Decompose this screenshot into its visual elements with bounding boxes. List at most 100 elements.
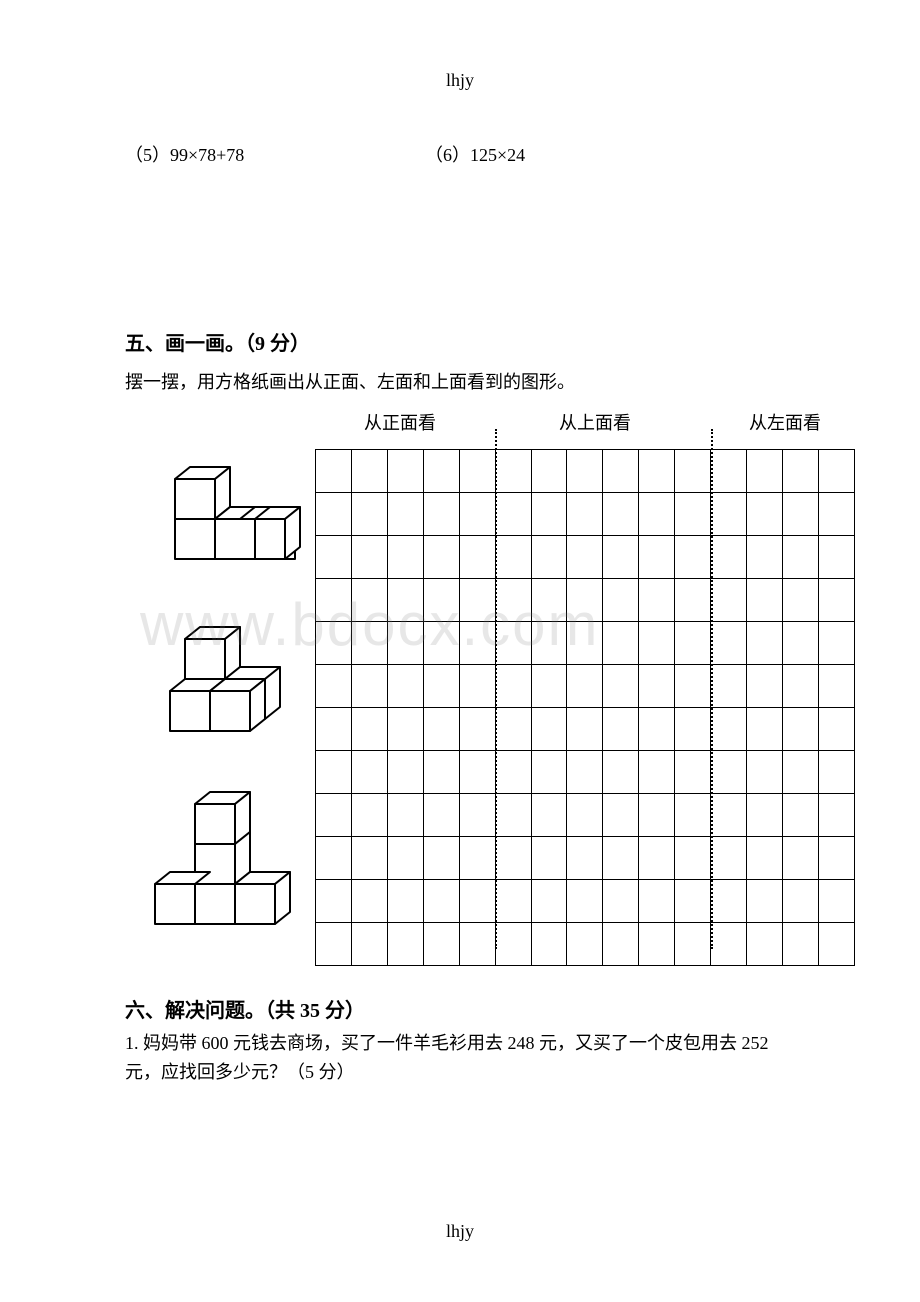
grid-cell bbox=[675, 622, 711, 665]
grid-cell bbox=[603, 536, 639, 579]
grid-cell bbox=[316, 493, 352, 536]
problems-row: （5）99×78+78 （6）125×24 bbox=[125, 141, 795, 167]
grid-cell bbox=[782, 708, 818, 751]
grid-cell bbox=[495, 622, 531, 665]
grid-cell bbox=[747, 665, 783, 708]
grid-cell bbox=[711, 880, 747, 923]
grid-cell bbox=[675, 450, 711, 493]
grid-cell bbox=[567, 536, 603, 579]
grid-cell bbox=[495, 450, 531, 493]
grid-cell bbox=[711, 708, 747, 751]
grid-cell bbox=[423, 880, 459, 923]
answer-grid bbox=[315, 449, 855, 929]
grid-divider-1 bbox=[495, 429, 497, 949]
grid-cell bbox=[316, 450, 352, 493]
grid-cell bbox=[459, 708, 495, 751]
grid-cell bbox=[567, 708, 603, 751]
grid-cell bbox=[459, 923, 495, 966]
grid-cell bbox=[567, 880, 603, 923]
grid-cell bbox=[459, 751, 495, 794]
grid-cell bbox=[711, 450, 747, 493]
grid-cell bbox=[316, 708, 352, 751]
grid-cell bbox=[459, 665, 495, 708]
grid-cell bbox=[639, 579, 675, 622]
grid-cell bbox=[531, 794, 567, 837]
grid-cell bbox=[711, 622, 747, 665]
grid-cell bbox=[387, 794, 423, 837]
grid-cell bbox=[351, 923, 387, 966]
grid-cell bbox=[675, 579, 711, 622]
grid-cell bbox=[603, 579, 639, 622]
grid-cell bbox=[711, 837, 747, 880]
cubes-column bbox=[145, 449, 315, 964]
cube-shape-2 bbox=[145, 609, 305, 769]
grid-cell bbox=[603, 794, 639, 837]
grid-cell bbox=[782, 665, 818, 708]
grid-cell bbox=[603, 923, 639, 966]
grid-cell bbox=[316, 622, 352, 665]
cube-shape-1 bbox=[145, 449, 305, 599]
grid-cell bbox=[639, 665, 675, 708]
grid-cell bbox=[316, 794, 352, 837]
grid-cell bbox=[531, 665, 567, 708]
grid-cell bbox=[603, 880, 639, 923]
grid-cell bbox=[782, 923, 818, 966]
grid-cell bbox=[639, 708, 675, 751]
grid-cell bbox=[818, 579, 854, 622]
grid-cell bbox=[747, 450, 783, 493]
grid-cell bbox=[711, 794, 747, 837]
grid-cell bbox=[782, 794, 818, 837]
grid-cell bbox=[531, 751, 567, 794]
grid-cell bbox=[423, 579, 459, 622]
page-header: lhjy bbox=[125, 70, 795, 91]
grid-cell bbox=[782, 493, 818, 536]
grid-cell bbox=[675, 665, 711, 708]
grid-cell bbox=[316, 880, 352, 923]
grid-cell bbox=[316, 837, 352, 880]
grid-cell bbox=[639, 880, 675, 923]
grid-cell bbox=[351, 880, 387, 923]
grid-cell bbox=[351, 622, 387, 665]
grid-cell bbox=[603, 493, 639, 536]
grid-cell bbox=[316, 536, 352, 579]
grid-cell bbox=[782, 450, 818, 493]
grid-cell bbox=[531, 837, 567, 880]
grid-cell bbox=[567, 579, 603, 622]
grid-cell bbox=[495, 579, 531, 622]
grid-cell bbox=[531, 923, 567, 966]
grid-cell bbox=[675, 880, 711, 923]
grid-cell bbox=[603, 665, 639, 708]
grid-cell bbox=[423, 923, 459, 966]
grid-cell bbox=[316, 579, 352, 622]
grid-cell bbox=[747, 923, 783, 966]
grid-cell bbox=[639, 794, 675, 837]
grid-cell bbox=[818, 923, 854, 966]
grid-cell bbox=[782, 837, 818, 880]
grid-cell bbox=[639, 923, 675, 966]
grid-cell bbox=[531, 708, 567, 751]
grid-cell bbox=[747, 536, 783, 579]
grid-cell bbox=[639, 536, 675, 579]
grid-cell bbox=[459, 794, 495, 837]
grid-cell bbox=[459, 880, 495, 923]
grid-cell bbox=[459, 622, 495, 665]
grid-cell bbox=[495, 665, 531, 708]
grid-cell bbox=[459, 837, 495, 880]
grid-cell bbox=[675, 837, 711, 880]
grid-cell bbox=[818, 880, 854, 923]
grid-divider-2 bbox=[711, 429, 713, 949]
grid-cell bbox=[675, 923, 711, 966]
grid-cell bbox=[818, 450, 854, 493]
grid-cell bbox=[818, 665, 854, 708]
label-front-view: 从正面看 bbox=[315, 409, 485, 435]
grid-cell bbox=[747, 794, 783, 837]
page-footer: lhjy bbox=[0, 1221, 920, 1242]
grid-cell bbox=[747, 493, 783, 536]
grid-cell bbox=[495, 794, 531, 837]
grid-cell bbox=[459, 536, 495, 579]
problem-6: （6）125×24 bbox=[425, 141, 795, 167]
section-5-subtitle: 摆一摆，用方格纸画出从正面、左面和上面看到的图形。 bbox=[125, 368, 795, 394]
grid-cell bbox=[423, 450, 459, 493]
grid-cell bbox=[818, 837, 854, 880]
section-6-title: 六、解决问题。（共 35 分） bbox=[125, 994, 795, 1023]
